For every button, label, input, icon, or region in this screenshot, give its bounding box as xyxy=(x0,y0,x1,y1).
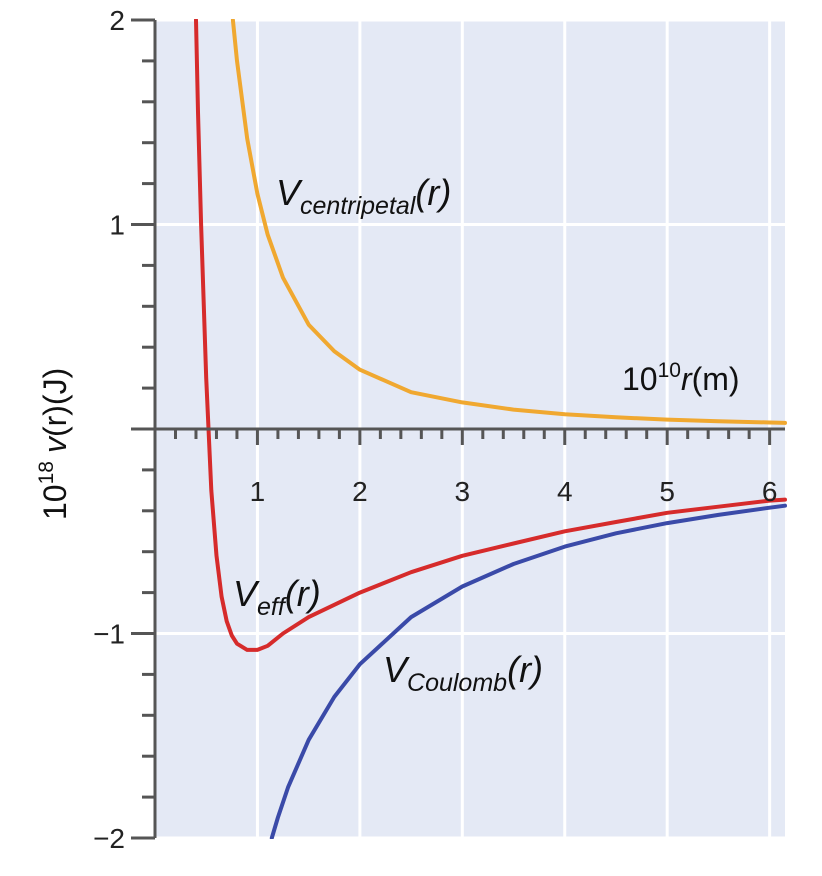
x-axis-label-exp: 10 xyxy=(658,359,681,382)
y-axis-label-exp: 18 xyxy=(35,461,58,484)
y-tick-label: 2 xyxy=(109,5,125,36)
y-axis-label-unit: (J) xyxy=(37,368,73,405)
y-axis-label-arg: (r) xyxy=(37,405,73,437)
x-axis-label-unit: (m) xyxy=(692,361,740,397)
label-centripetal-arg: (r) xyxy=(415,172,451,213)
y-tick-label: −2 xyxy=(93,823,125,854)
series-line-centripetal xyxy=(230,19,787,425)
label-coulomb: VCoulomb(r) xyxy=(383,649,543,697)
x-tick-label: 5 xyxy=(659,476,675,507)
y-axis-label-var: v xyxy=(37,435,73,453)
x-tick-label: 1 xyxy=(250,476,266,507)
y-tick-label: −1 xyxy=(93,619,125,650)
series-line-coulomb xyxy=(269,503,787,839)
x-tick-label: 6 xyxy=(762,476,778,507)
y-tick-label: 1 xyxy=(109,210,125,241)
label-centripetal-sub: centripetal xyxy=(300,192,417,220)
series-line-eff xyxy=(194,19,787,652)
label-eff-main: V xyxy=(233,573,260,614)
x-tick-label: 3 xyxy=(455,476,471,507)
label-centripetal: Vcentripetal(r) xyxy=(276,172,451,220)
tick-labels: 1 2 3 4 5 6 2 1 −1 −2 xyxy=(93,5,777,854)
label-coulomb-main: V xyxy=(383,649,410,690)
x-axis-label-base: 10 xyxy=(622,361,658,397)
label-centripetal-main: V xyxy=(276,172,303,213)
axes xyxy=(131,18,785,840)
y-axis-label-base: 10 xyxy=(37,484,73,520)
x-axis-label: 1010r(m) xyxy=(622,359,740,397)
y-axis-label: 1018 v(r)(J) xyxy=(35,368,73,520)
label-coulomb-sub: Coulomb xyxy=(407,669,507,697)
label-eff-arg: (r) xyxy=(285,573,321,614)
x-axis-label-var: r xyxy=(681,361,693,397)
label-eff: Veff(r) xyxy=(233,573,321,621)
label-eff-sub: eff xyxy=(257,593,288,621)
x-tick-label: 4 xyxy=(557,476,573,507)
curves xyxy=(194,19,787,839)
label-coulomb-arg: (r) xyxy=(507,649,543,690)
x-tick-label: 2 xyxy=(352,476,368,507)
